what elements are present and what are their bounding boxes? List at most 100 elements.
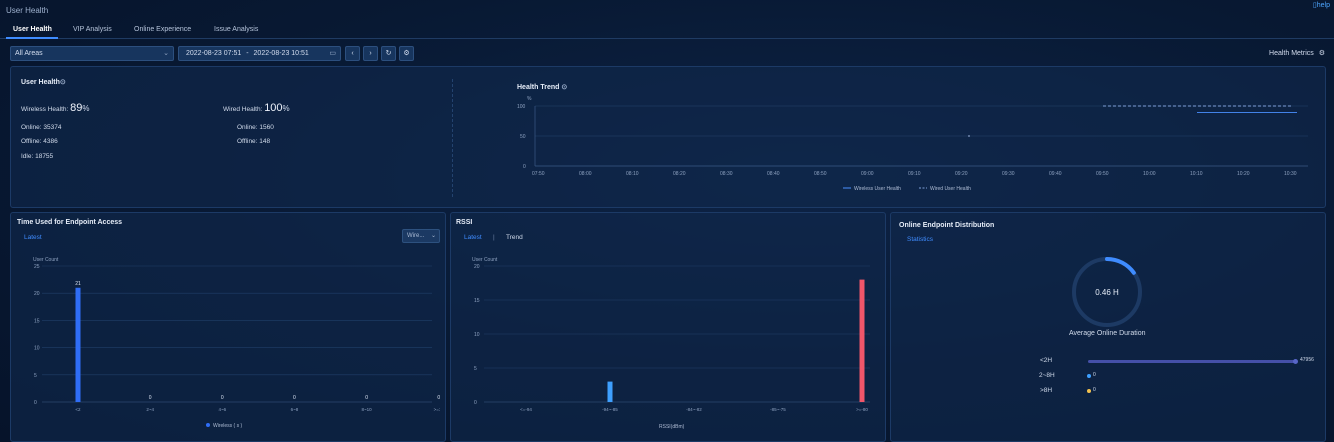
ea-bar[interactable] [75, 287, 81, 402]
trend-y-tick: 100 [517, 104, 526, 110]
endpoint-access-legend-label: Wireless ( s ) [213, 423, 243, 429]
legend-wireless-label: Wireless User Health [854, 186, 901, 192]
trend-x-tick: 09:20 [955, 171, 968, 177]
gauge-arc [1105, 257, 1136, 275]
tab-online-experience[interactable]: Online Experience [134, 26, 192, 33]
help-icon: ⊙ [561, 84, 568, 91]
ea-y-tick: 20 [34, 291, 40, 297]
rssi-latest-tab[interactable]: Latest [464, 234, 482, 241]
trend-x-tick: 10:10 [1190, 171, 1203, 177]
tab-vip-analysis[interactable]: VIP Analysis [73, 26, 112, 33]
duration-row-label: >8H [1040, 387, 1053, 394]
trend-point [968, 135, 970, 137]
trend-y-tick: 50 [520, 134, 526, 140]
ea-bar-label: 21 [75, 281, 81, 287]
chevron-left-icon: ‹ [351, 50, 354, 57]
trend-x-tick: 08:40 [767, 171, 780, 177]
wireless-health: Wireless Health: 89% [21, 102, 90, 114]
trend-x-tick: 08:20 [673, 171, 686, 177]
ea-x-tick: 4~6 [218, 407, 226, 412]
wireless-offline: Offline: 4386 [21, 138, 58, 145]
trend-x-tick: 10:20 [1237, 171, 1250, 177]
duration-row-value: 0 [1093, 372, 1096, 378]
help-link[interactable]: ▯help [1313, 1, 1330, 9]
trend-x-tick: 09:30 [1002, 171, 1015, 177]
gauge-value: 0.46 H [1095, 288, 1119, 297]
tab-user-health[interactable]: User Health [13, 26, 52, 33]
wired-online: Online: 1560 [237, 124, 274, 131]
ea-y-tick: 10 [34, 346, 40, 352]
duration-row-label: 2~8H [1039, 372, 1055, 379]
gear-icon: ⚙ [1318, 50, 1325, 57]
ea-y-tick: 15 [34, 318, 40, 324]
active-tab-indicator [6, 37, 58, 39]
health-metrics-button[interactable]: Health Metrics ⚙ [1269, 49, 1325, 57]
rssi-chart: User Count 20 15 10 5 0 <=-94 -94~-85 -84~-82 -… [472, 257, 870, 430]
avg-duration-gauge: 0.46 H [1072, 257, 1142, 327]
help-label: help [1316, 2, 1330, 9]
rssi-x-tick: -94~-85 [602, 407, 618, 412]
rssi-trend-tab[interactable]: Trend [506, 234, 523, 241]
user-health-panel: User Health⊙ Wireless Health: 89% Online… [10, 66, 1326, 208]
trend-x-tick: 08:10 [626, 171, 639, 177]
endpoint-access-latest-tab[interactable]: Latest [24, 234, 42, 241]
rssi-y-tick: 15 [474, 298, 480, 304]
rssi-bar[interactable] [607, 381, 613, 402]
help-icon: ▯ [1312, 2, 1317, 9]
legend-wired-label: Wired User Health [930, 186, 971, 192]
health-metrics-label: Health Metrics [1269, 50, 1314, 57]
wired-offline: Offline: 148 [237, 138, 271, 145]
rssi-x-tick: <=-94 [520, 407, 532, 412]
wireless-health-value: 89 [70, 102, 83, 114]
endpoint-access-title: Time Used for Endpoint Access [17, 219, 123, 226]
wired-health-label: Wired Health: [223, 106, 263, 113]
chevron-down-icon: ⌄ [163, 50, 169, 57]
duration-row-value: 0 [1093, 387, 1096, 393]
ea-y-tick: 25 [34, 264, 40, 270]
wireless-health-unit: % [82, 104, 90, 113]
rssi-x-label: RSSI(dBm) [659, 424, 685, 430]
trend-x-tick: 09:50 [1096, 171, 1109, 177]
duration-row-value: 47956 [1300, 357, 1314, 363]
rssi-y-label: User Count [472, 257, 498, 263]
trend-x-tick: 08:00 [579, 171, 592, 177]
ea-bar-label: 0 [221, 395, 224, 401]
trend-x-tick: 07:50 [532, 171, 545, 177]
distribution-panel: Online Endpoint Distribution Statistics [890, 212, 1326, 442]
previous-button[interactable]: ‹ [345, 46, 360, 61]
area-select-value: All Areas [15, 50, 43, 57]
rssi-x-tick: -84~-82 [686, 407, 702, 412]
ea-bar-label: 0 [293, 395, 296, 401]
endpoint-access-panel: Time Used for Endpoint Access Latest Wir… [10, 212, 446, 442]
tab-issue-analysis[interactable]: Issue Analysis [214, 26, 259, 33]
rssi-tab-separator: | [493, 234, 495, 241]
wired-health: Wired Health: 100% [223, 102, 290, 114]
user-health-title: User Health⊙ [21, 79, 66, 86]
duration-row-lt2h: <2H 47956 [1035, 355, 1325, 367]
panel-divider [452, 79, 453, 197]
settings-button[interactable]: ⚙ [399, 46, 414, 61]
ea-x-tick: 6~8 [291, 407, 299, 412]
tab-bar: User Health VIP Analysis Online Experien… [0, 20, 1334, 39]
next-button[interactable]: › [363, 46, 378, 61]
duration-dot [1087, 389, 1091, 393]
date-range-picker[interactable]: 2022-08-23 07:51 - 2022-08-23 10:51 ▭ [178, 46, 341, 61]
rssi-bar[interactable] [859, 279, 865, 402]
calendar-icon: ▭ [329, 50, 336, 57]
ea-y-tick: 5 [34, 373, 37, 379]
rssi-y-tick: 10 [474, 332, 480, 338]
wired-wireless-select[interactable]: Wire... ⌄ [402, 229, 440, 243]
date-start: 2022-08-23 07:51 [186, 50, 242, 57]
ea-x-tick: 8~10 [362, 407, 373, 412]
ea-x-tick: >=10 [434, 407, 440, 412]
area-select[interactable]: All Areas ⌄ [10, 46, 174, 61]
duration-bar-end [1293, 359, 1298, 364]
refresh-button[interactable]: ↻ [381, 46, 396, 61]
trend-y-unit: % [527, 96, 532, 102]
distribution-statistics-tab[interactable]: Statistics [907, 236, 934, 243]
trend-y-tick: 0 [523, 164, 526, 170]
rssi-title: RSSI [456, 219, 473, 226]
trend-x-tick: 08:50 [814, 171, 827, 177]
rssi-y-tick: 20 [474, 264, 480, 270]
endpoint-access-legend-swatch [206, 423, 210, 427]
